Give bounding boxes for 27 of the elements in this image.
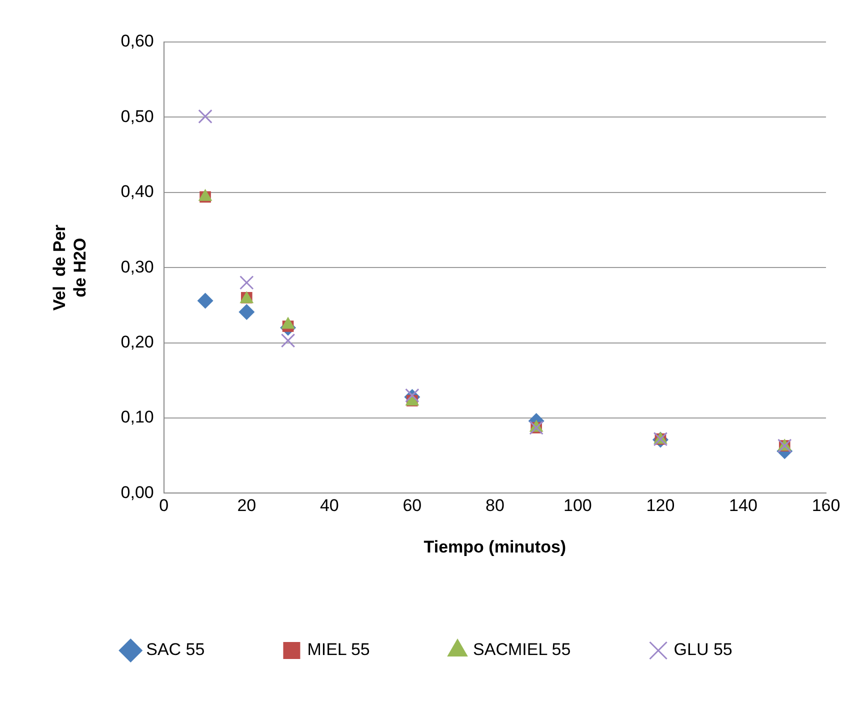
point — [197, 292, 214, 309]
x-tick-label: 40 — [320, 496, 339, 516]
point — [238, 304, 255, 320]
y-tick-label: 0,10 — [120, 408, 154, 427]
y-tick-label: 0,00 — [120, 482, 154, 502]
x-tick-label: 140 — [729, 496, 758, 516]
point — [240, 276, 254, 290]
y-tick-label: 0,50 — [120, 106, 154, 126]
x-tick-label: 20 — [237, 496, 256, 516]
x-tick-label: 120 — [646, 496, 675, 516]
y-tick-label: 0,20 — [120, 332, 154, 352]
x-tick-label: 80 — [485, 496, 504, 516]
x-axis-title: Tiempo (minutos) — [424, 537, 566, 556]
y-tick-label: 0,40 — [120, 182, 154, 202]
y-tick-label: 0,30 — [120, 257, 154, 276]
legend-label: MIEL 55 — [307, 640, 370, 660]
y-tick-label: 0,60 — [120, 32, 154, 51]
point — [280, 333, 296, 348]
legend-label: SAC 55 — [146, 640, 205, 660]
legend-label: GLU 55 — [674, 640, 732, 660]
x-tick-label: 100 — [564, 496, 592, 516]
y-axis-title: Vel de Per de H2O — [50, 224, 90, 311]
x-tick-label: 160 — [812, 496, 840, 516]
x-tick-label: 60 — [402, 496, 422, 516]
x-tick-label: 0 — [159, 496, 169, 516]
legend-label: SACMIEL 55 — [473, 640, 571, 660]
point — [198, 109, 212, 124]
